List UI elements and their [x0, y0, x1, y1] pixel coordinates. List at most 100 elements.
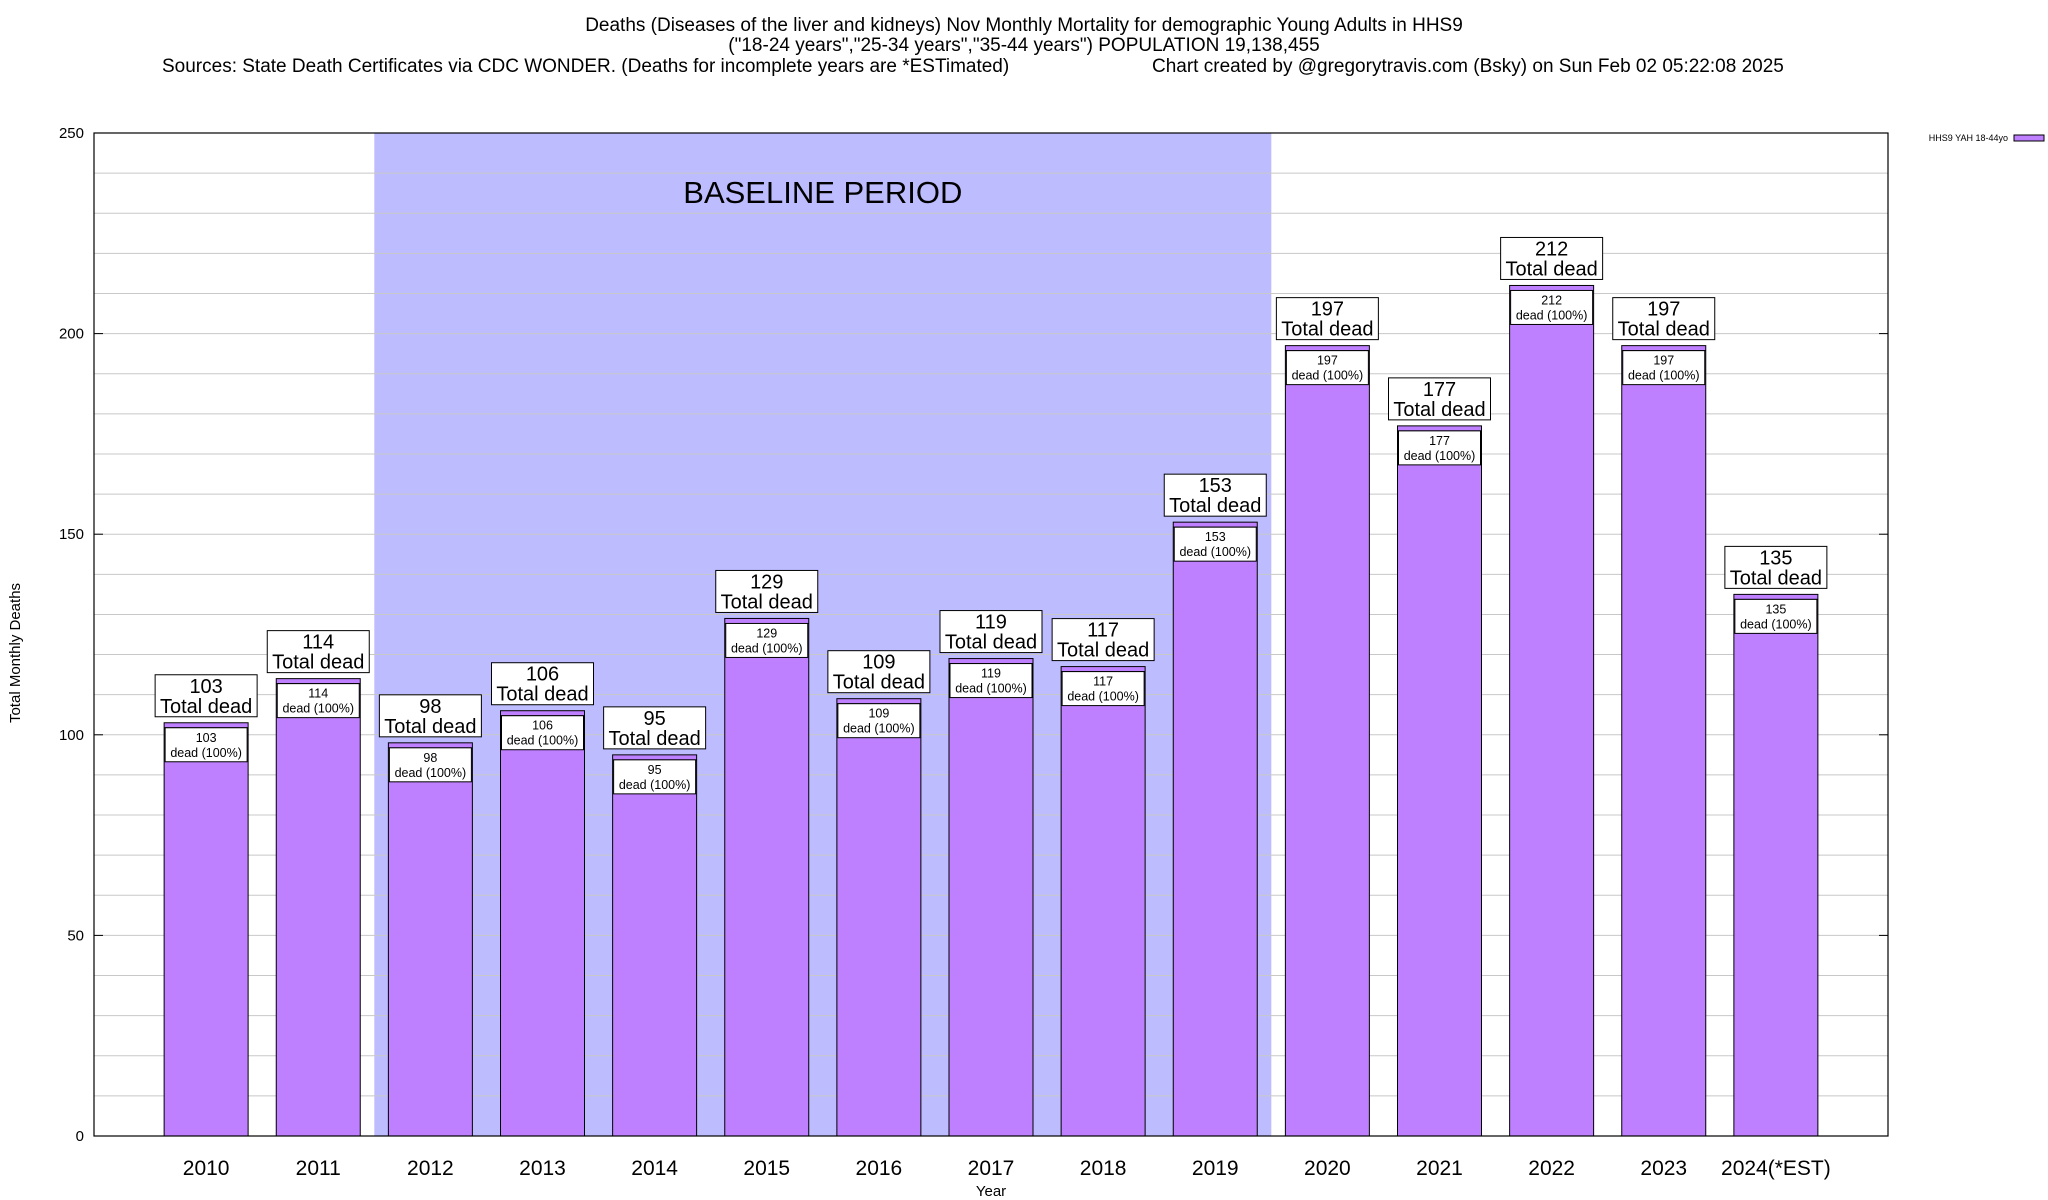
x-tick-label: 2011 — [296, 1157, 341, 1180]
top-label-text: Total dead — [608, 728, 700, 750]
x-tick-label: 2012 — [407, 1157, 454, 1180]
top-label-value: 98 — [419, 696, 441, 718]
top-label-text: Total dead — [272, 652, 364, 674]
bar — [612, 754, 698, 1137]
x-tick-label: 2021 — [1416, 1157, 1463, 1180]
x-tick-label: 2016 — [856, 1157, 903, 1180]
inner-label-value: 98 — [423, 751, 437, 765]
bar — [163, 722, 249, 1137]
bar — [1397, 425, 1482, 1137]
top-label-text: Total dead — [1505, 258, 1597, 280]
y-axis-label: Total Monthly Deaths — [7, 583, 24, 723]
top-label-value: 119 — [975, 612, 1007, 634]
inner-label-value: 109 — [868, 707, 889, 721]
top-label-text: Total dead — [496, 684, 588, 706]
inner-label-box — [1285, 350, 1369, 386]
inner-label-box — [1173, 526, 1257, 562]
bar — [836, 698, 922, 1137]
top-label-box — [1051, 618, 1155, 662]
baseline-period-label: BASELINE PERIOD — [683, 175, 962, 210]
top-label-value: 129 — [750, 571, 783, 593]
top-label-value: 212 — [1535, 238, 1568, 260]
chart-title-line-1: Deaths (Diseases of the liver and kidney… — [585, 15, 1463, 36]
bar — [1733, 593, 1819, 1137]
inner-label-box — [1622, 350, 1706, 386]
top-label-value: 103 — [189, 676, 222, 698]
y-tick-label: 200 — [59, 326, 84, 343]
top-label-text: Total dead — [833, 672, 925, 694]
y-tick-label: 0 — [76, 1128, 84, 1145]
top-label-box — [378, 694, 482, 738]
top-label-value: 117 — [1087, 620, 1119, 642]
top-label-box — [1388, 377, 1491, 421]
inner-label-value: 103 — [196, 731, 217, 745]
inner-label-text: dead (100%) — [1516, 308, 1588, 322]
legend-label: HHS9 YAH 18-44yo — [1929, 133, 2008, 143]
x-tick-label: 2015 — [743, 1157, 790, 1180]
inner-label-text: dead (100%) — [843, 722, 915, 736]
top-label-box — [1500, 236, 1604, 280]
plot-frame — [93, 132, 1889, 1137]
inner-label-box — [1061, 671, 1145, 707]
inner-label-value: 106 — [532, 719, 553, 733]
top-label-text: Total dead — [945, 632, 1037, 654]
inner-label-text: dead (100%) — [1628, 369, 1700, 383]
top-label-text: Total dead — [384, 716, 476, 738]
top-label-value: 95 — [644, 708, 666, 730]
bar — [1172, 521, 1258, 1137]
inner-label-text: dead (100%) — [955, 682, 1027, 696]
y-tick-label: 50 — [67, 927, 84, 944]
inner-label-box — [1398, 430, 1481, 466]
top-label-text: Total dead — [1618, 319, 1710, 341]
chart-title-line-2: ("18-24 years","25-34 years","35-44 year… — [728, 35, 1319, 56]
top-label-text: Total dead — [721, 591, 813, 613]
inner-label-text: dead (100%) — [731, 641, 803, 655]
inner-label-value: 114 — [308, 687, 328, 701]
bar — [500, 710, 585, 1137]
top-label-box — [491, 662, 594, 706]
bar — [948, 658, 1034, 1137]
top-label-value: 153 — [1199, 475, 1232, 497]
top-label-text: Total dead — [1730, 567, 1822, 589]
inner-label-value: 153 — [1205, 530, 1226, 544]
inner-label-value: 135 — [1765, 602, 1786, 616]
bar — [1060, 666, 1146, 1137]
inner-label-text: dead (100%) — [1740, 617, 1812, 631]
x-tick-label: 2024(*EST) — [1721, 1157, 1831, 1180]
chart-subtitle-credit: Chart created by @gregorytravis.com (Bsk… — [1152, 56, 1784, 77]
x-tick-label: 2018 — [1080, 1157, 1127, 1180]
inner-label-value: 197 — [1317, 354, 1338, 368]
x-tick-label: 2017 — [968, 1157, 1015, 1180]
inner-label-text: dead (100%) — [282, 702, 354, 716]
top-label-value: 109 — [862, 652, 895, 674]
inner-label-box — [276, 683, 360, 719]
x-tick-label: 2022 — [1528, 1157, 1575, 1180]
inner-label-value: 119 — [981, 667, 1001, 681]
y-tick-label: 150 — [59, 526, 84, 543]
x-tick-label: 2014 — [631, 1157, 678, 1180]
inner-label-box — [613, 759, 697, 795]
inner-label-box — [164, 727, 248, 763]
inner-label-text: dead (100%) — [619, 778, 691, 792]
top-label-box — [603, 706, 707, 750]
top-label-value: 114 — [302, 632, 334, 654]
inner-label-box — [1734, 598, 1818, 634]
x-tick-label: 2020 — [1304, 1157, 1351, 1180]
top-label-box — [1275, 297, 1379, 341]
inner-label-box — [1510, 289, 1594, 325]
bar — [1509, 284, 1595, 1137]
inner-label-value: 177 — [1429, 434, 1450, 448]
top-label-box — [266, 630, 370, 674]
top-label-value: 197 — [1647, 299, 1680, 321]
inner-label-value: 117 — [1093, 675, 1113, 689]
top-label-box — [715, 569, 819, 613]
bar — [1621, 345, 1707, 1137]
bar — [387, 742, 473, 1137]
inner-label-box — [837, 703, 921, 739]
top-label-box — [827, 650, 931, 694]
inner-label-value: 95 — [648, 763, 662, 777]
y-tick-label: 100 — [59, 727, 84, 744]
top-label-value: 197 — [1311, 299, 1344, 321]
inner-label-text: dead (100%) — [1067, 690, 1139, 704]
